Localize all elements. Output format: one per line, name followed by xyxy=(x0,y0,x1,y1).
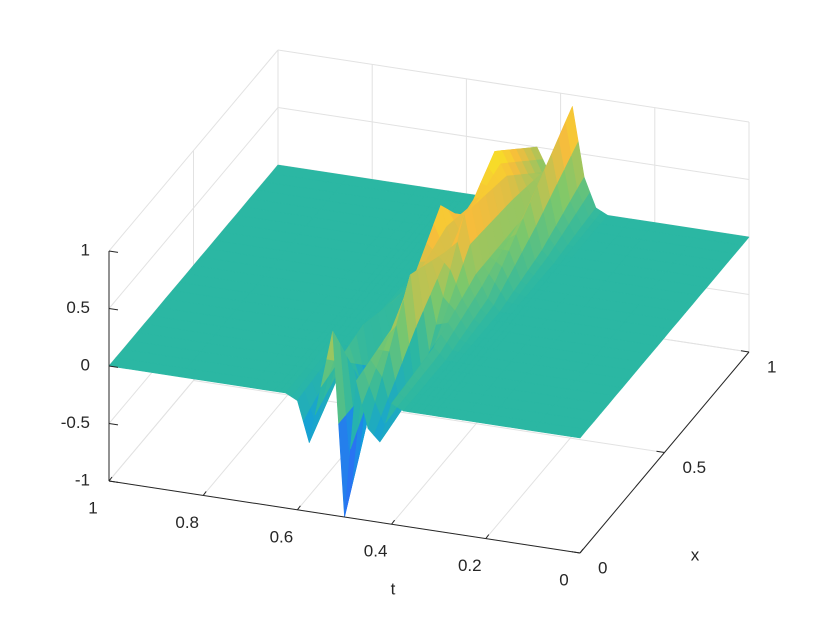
t-tick xyxy=(202,491,207,496)
t-tick xyxy=(391,519,396,525)
t-tick-label: 1 xyxy=(88,498,97,517)
surface xyxy=(108,106,750,518)
t-axis xyxy=(108,480,581,554)
t-tick-label: 0.4 xyxy=(364,542,388,561)
z-tick xyxy=(108,250,119,253)
t-tick-label: 0.8 xyxy=(175,513,199,532)
grid-line xyxy=(277,49,750,123)
t-axis-label: t xyxy=(391,579,396,598)
axes: -1 -0.5 0 0.5 1 0 0.2 0.4 0.6 0.8 1 0 0.5 1 xyxy=(61,240,777,589)
x-tick-label: 0 xyxy=(598,558,607,577)
x-tick xyxy=(656,450,665,453)
z-tick xyxy=(108,365,119,368)
z-tick xyxy=(108,480,119,483)
surface-patch xyxy=(532,422,588,439)
grid-line xyxy=(108,107,279,309)
x-tick-label: 1 xyxy=(767,357,776,376)
grid-line xyxy=(193,380,665,453)
z-tick-label: -1 xyxy=(75,470,90,489)
t-tick xyxy=(485,534,490,539)
x-tick-label: 0.5 xyxy=(683,458,707,477)
z-tick xyxy=(108,423,119,426)
z-tick-label: 0 xyxy=(81,355,90,374)
z-tick-label: 0.5 xyxy=(66,298,90,317)
x-tick xyxy=(571,551,581,554)
x-tick xyxy=(740,350,750,353)
z-tick-label: 1 xyxy=(81,240,90,259)
z-tick xyxy=(108,308,119,311)
t-tick xyxy=(108,476,113,482)
t-tick-label: 0.2 xyxy=(458,556,482,575)
t-tick-label: 0.6 xyxy=(270,527,294,546)
z-tick-label: -0.5 xyxy=(61,413,90,432)
grid-line xyxy=(108,49,279,252)
t-tick xyxy=(579,548,584,554)
t-tick-label: 0 xyxy=(559,570,568,589)
x-axis-label: x xyxy=(691,545,700,564)
t-tick xyxy=(296,505,301,511)
grid-line xyxy=(277,107,750,180)
